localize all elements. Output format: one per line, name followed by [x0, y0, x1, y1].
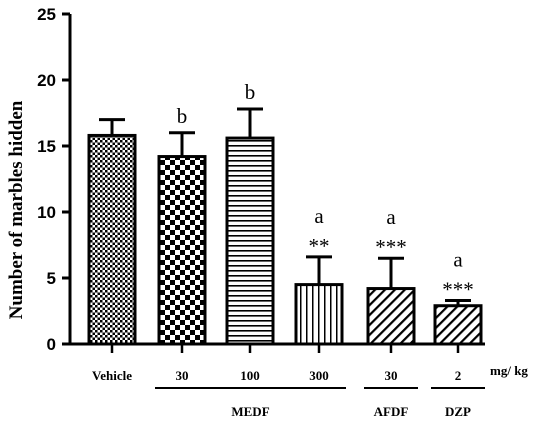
x-tick-label: 300 — [309, 368, 329, 383]
bar — [87, 133, 137, 346]
bar — [366, 287, 416, 346]
x-tick-label: 30 — [176, 368, 189, 383]
significance-stars: *** — [442, 277, 474, 301]
group-label: DZP — [445, 404, 471, 419]
group-label: MEDF — [231, 404, 269, 419]
significance-stars: ** — [309, 234, 330, 258]
y-tick-label: 25 — [37, 5, 56, 24]
y-axis-label: Number of marbles hidden — [6, 100, 27, 319]
significance-letter: a — [453, 247, 463, 271]
bar — [157, 155, 207, 346]
x-tick-label: 30 — [385, 368, 398, 383]
group-label: AFDF — [374, 404, 409, 419]
y-axis: 0 5 10 15 20 25 — [37, 5, 72, 354]
bar — [294, 283, 344, 346]
y-tick-label: 10 — [37, 203, 56, 222]
y-tick-label: 0 — [47, 335, 56, 354]
bar — [225, 136, 275, 346]
x-tick-label: 100 — [240, 368, 260, 383]
x-tick-label: Vehicle — [92, 368, 132, 383]
unit-label: mg/ kg — [490, 363, 528, 378]
x-axis: Vehicle 30 100 300 30 2 MEDF AFDF DZP — [70, 342, 485, 419]
bar — [433, 304, 483, 346]
y-tick-label: 15 — [37, 137, 56, 156]
significance-letter: b — [177, 104, 188, 128]
significance-letter: a — [314, 204, 324, 228]
significance-letter: a — [386, 205, 396, 229]
significance-letter: b — [245, 80, 256, 104]
y-tick-label: 20 — [37, 71, 56, 90]
bars: b b ** a *** a *** a — [87, 80, 483, 346]
significance-stars: *** — [375, 235, 407, 259]
y-tick-label: 5 — [47, 269, 56, 288]
x-tick-label: 2 — [455, 368, 462, 383]
